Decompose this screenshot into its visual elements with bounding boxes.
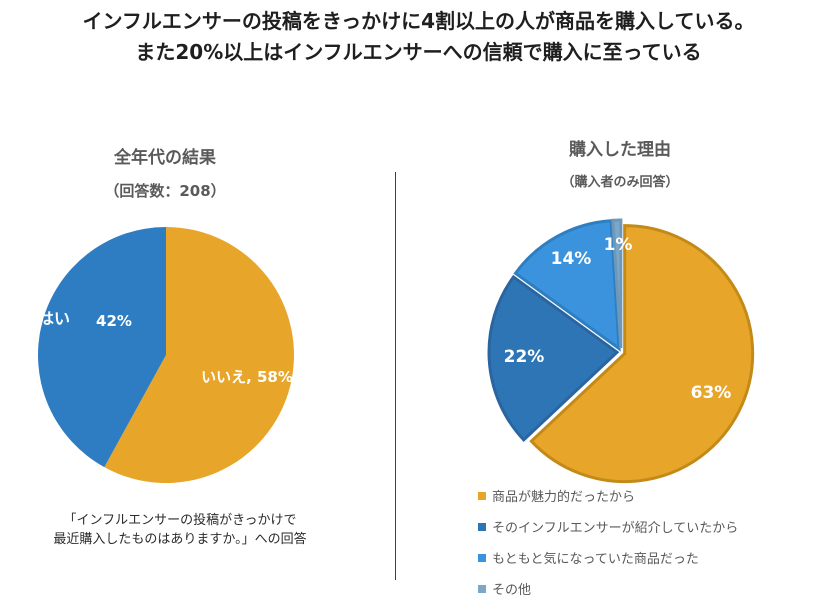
legend-item: 商品が魅力的だったから: [478, 484, 738, 507]
legend-label: もともと気になっていた商品だった: [492, 552, 699, 567]
right-chart-subtitle: （購入者のみ回答）: [561, 175, 679, 190]
survey-question-line1: 「インフルエンサーの投稿がきっかけで: [63, 513, 297, 528]
pie-slice-yes: [37, 227, 167, 468]
main-title-line2: また20%以上はインフルエンサーへの信頼で購入に至っている: [135, 40, 702, 64]
right-chart-title: 購入した理由: [569, 140, 671, 160]
main-title-line1: インフルエンサーの投稿をきっかけに4割以上の人が商品を購入している。: [82, 9, 755, 33]
legend-swatch: [478, 584, 486, 593]
pie-slice-other: [611, 218, 623, 349]
legend-swatch: [478, 522, 486, 531]
left-chart-title: 全年代の結果: [114, 148, 216, 168]
legend-item: その他: [478, 577, 738, 600]
data-label-attractive: 63%: [691, 383, 732, 403]
legend-label: そのインフルエンサーが紹介していたから: [492, 521, 739, 536]
data-label-influencer: 22%: [504, 347, 545, 367]
legend-label: その他: [492, 583, 532, 598]
data-label-interested: 14%: [551, 249, 592, 269]
left-chart-subtitle: （回答数：208）: [104, 182, 226, 200]
reason-legend: 商品が魅力的だったから そのインフルエンサーが紹介していたから もともと気になっ…: [478, 484, 738, 608]
data-label-no: いいえ, 58%: [201, 368, 293, 386]
legend-label: 商品が魅力的だったから: [492, 490, 636, 505]
chart-divider: [395, 172, 396, 580]
legend-item: もともと気になっていた商品だった: [478, 546, 738, 569]
data-label-yes: はい: [38, 309, 70, 328]
data-label-yes-pct: 42%: [96, 312, 132, 330]
legend-swatch: [478, 491, 486, 500]
pie-slice-attractive: [529, 224, 755, 484]
pie-slice-no: [104, 227, 294, 483]
survey-question-line2: 最近購入したものはありますか。」への回答: [53, 532, 307, 547]
pie-slice-interested: [513, 219, 621, 352]
legend-swatch: [478, 553, 486, 562]
legend-item: そのインフルエンサーが紹介していたから: [478, 515, 738, 538]
pie-slice-influencer: [487, 274, 620, 442]
survey-question-note: 「インフルエンサーの投稿がきっかけで 最近購入したものはありますか。」への回答: [20, 511, 340, 549]
data-label-other: 1%: [604, 235, 633, 255]
main-title: インフルエンサーの投稿をきっかけに4割以上の人が商品を購入している。 また20%…: [0, 6, 837, 68]
